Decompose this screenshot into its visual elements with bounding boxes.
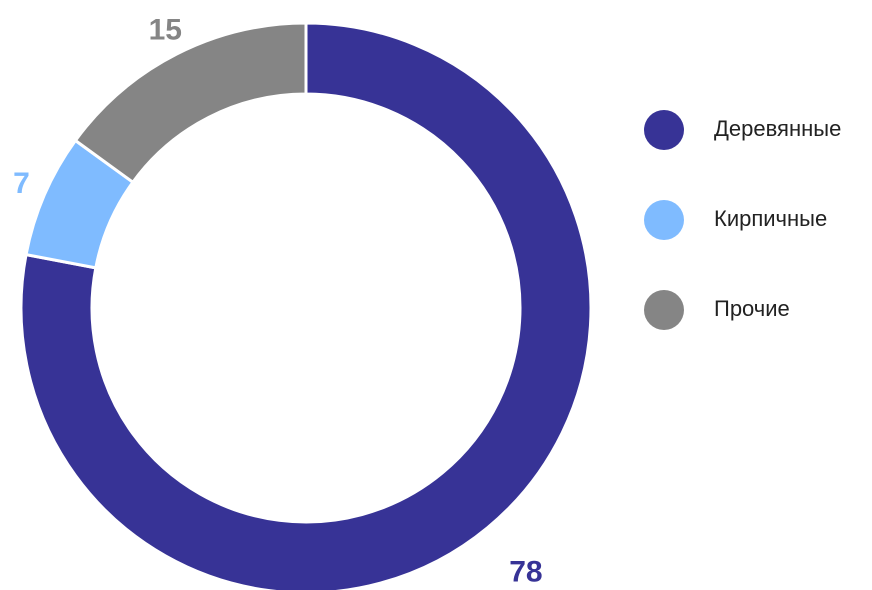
legend-marker — [644, 290, 684, 330]
donut-segment — [19, 21, 593, 590]
value-label: 15 — [149, 14, 182, 47]
legend-label: Кирпичные — [714, 206, 827, 231]
legend-label: Прочие — [714, 296, 790, 321]
legend-marker — [644, 200, 684, 240]
legend-label: Деревянные — [714, 116, 841, 141]
donut-segment — [73, 21, 308, 185]
value-label: 7 — [13, 167, 30, 200]
value-label: 78 — [509, 556, 542, 589]
legend-marker — [644, 110, 684, 150]
